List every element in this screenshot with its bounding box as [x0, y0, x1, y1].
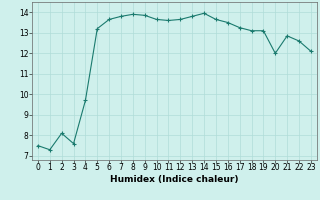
X-axis label: Humidex (Indice chaleur): Humidex (Indice chaleur) — [110, 175, 239, 184]
